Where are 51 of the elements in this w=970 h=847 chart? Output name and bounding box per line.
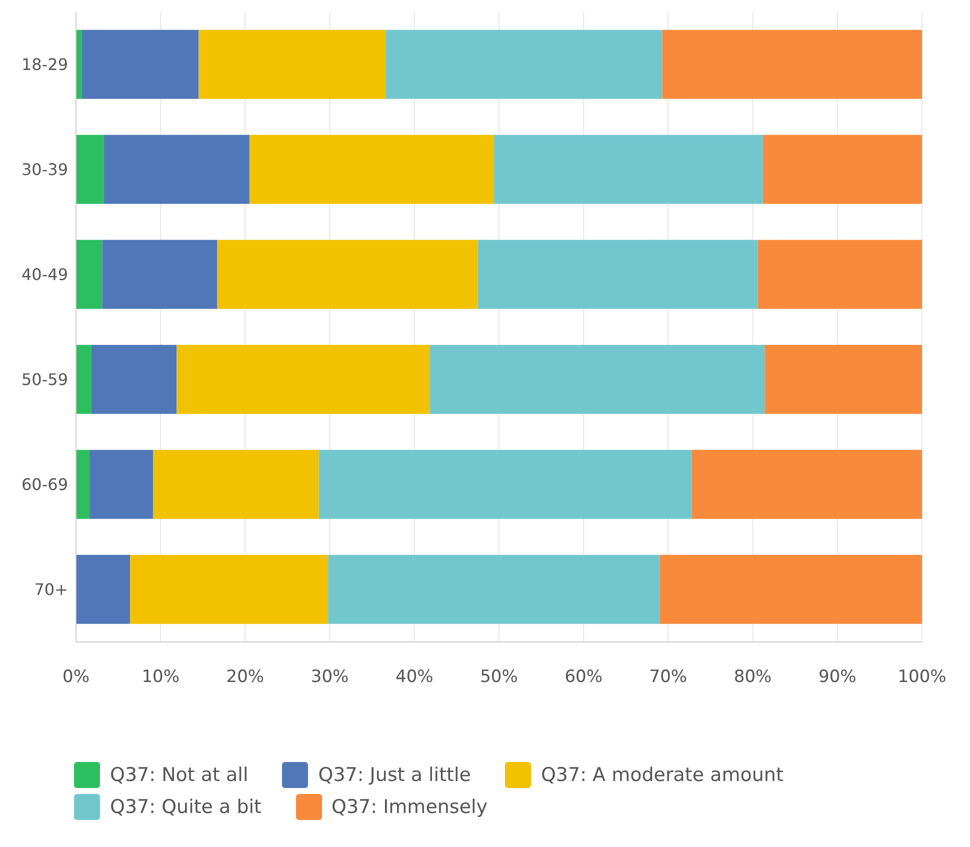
bar: [130, 554, 328, 624]
bar: [762, 134, 922, 204]
bar: [82, 30, 199, 99]
bar: [90, 450, 153, 519]
bar: [662, 30, 922, 99]
x-tick-label: 100%: [898, 667, 946, 688]
bar: [91, 344, 177, 414]
x-tick-label: 30%: [310, 667, 349, 688]
bar: [478, 240, 758, 309]
bar: [76, 240, 102, 309]
bar: [76, 344, 92, 414]
x-tick-label: 40%: [396, 667, 434, 688]
bar: [102, 240, 218, 309]
bar: [430, 344, 765, 414]
bar: [692, 450, 922, 519]
bar: [249, 134, 494, 204]
bar: [76, 450, 90, 519]
bar: [328, 554, 660, 624]
x-tick-label: 60%: [564, 667, 602, 688]
legend-label: Q37: Immensely: [332, 796, 488, 818]
bar: [494, 134, 763, 204]
y-tick-label: 60-69: [22, 475, 68, 494]
bar: [386, 30, 662, 99]
bar: [318, 450, 692, 519]
y-tick-label: 30-39: [22, 160, 68, 180]
legend-label: Q37: Just a little: [318, 764, 471, 786]
legend-label: Q37: A moderate amount: [540, 764, 784, 786]
bar: [76, 134, 104, 204]
y-tick-label: 18-29: [22, 55, 68, 74]
bar: [76, 30, 82, 99]
bar: [198, 30, 386, 99]
y-tick-label: 50-59: [22, 370, 68, 390]
bar: [217, 240, 478, 309]
bar: [758, 240, 922, 309]
x-tick-label: 0%: [62, 667, 90, 688]
y-tick-label: 40-49: [22, 265, 68, 284]
bar: [152, 450, 319, 519]
y-tick-label: 70+: [34, 580, 68, 600]
x-tick-label: 70%: [649, 667, 688, 688]
legend-label: Q37: Quite a bit: [110, 796, 262, 818]
legend-label: Q37: Not at all: [110, 764, 248, 786]
bar: [104, 134, 250, 204]
bar: [764, 344, 922, 414]
bar: [660, 554, 922, 624]
x-tick-label: 90%: [818, 667, 856, 688]
x-tick-label: 10%: [142, 667, 180, 688]
x-tick-label: 50%: [480, 667, 518, 688]
bar: [76, 554, 130, 624]
bar: [176, 344, 430, 414]
x-tick-label: 80%: [734, 667, 772, 688]
x-tick-label: 20%: [226, 667, 264, 688]
